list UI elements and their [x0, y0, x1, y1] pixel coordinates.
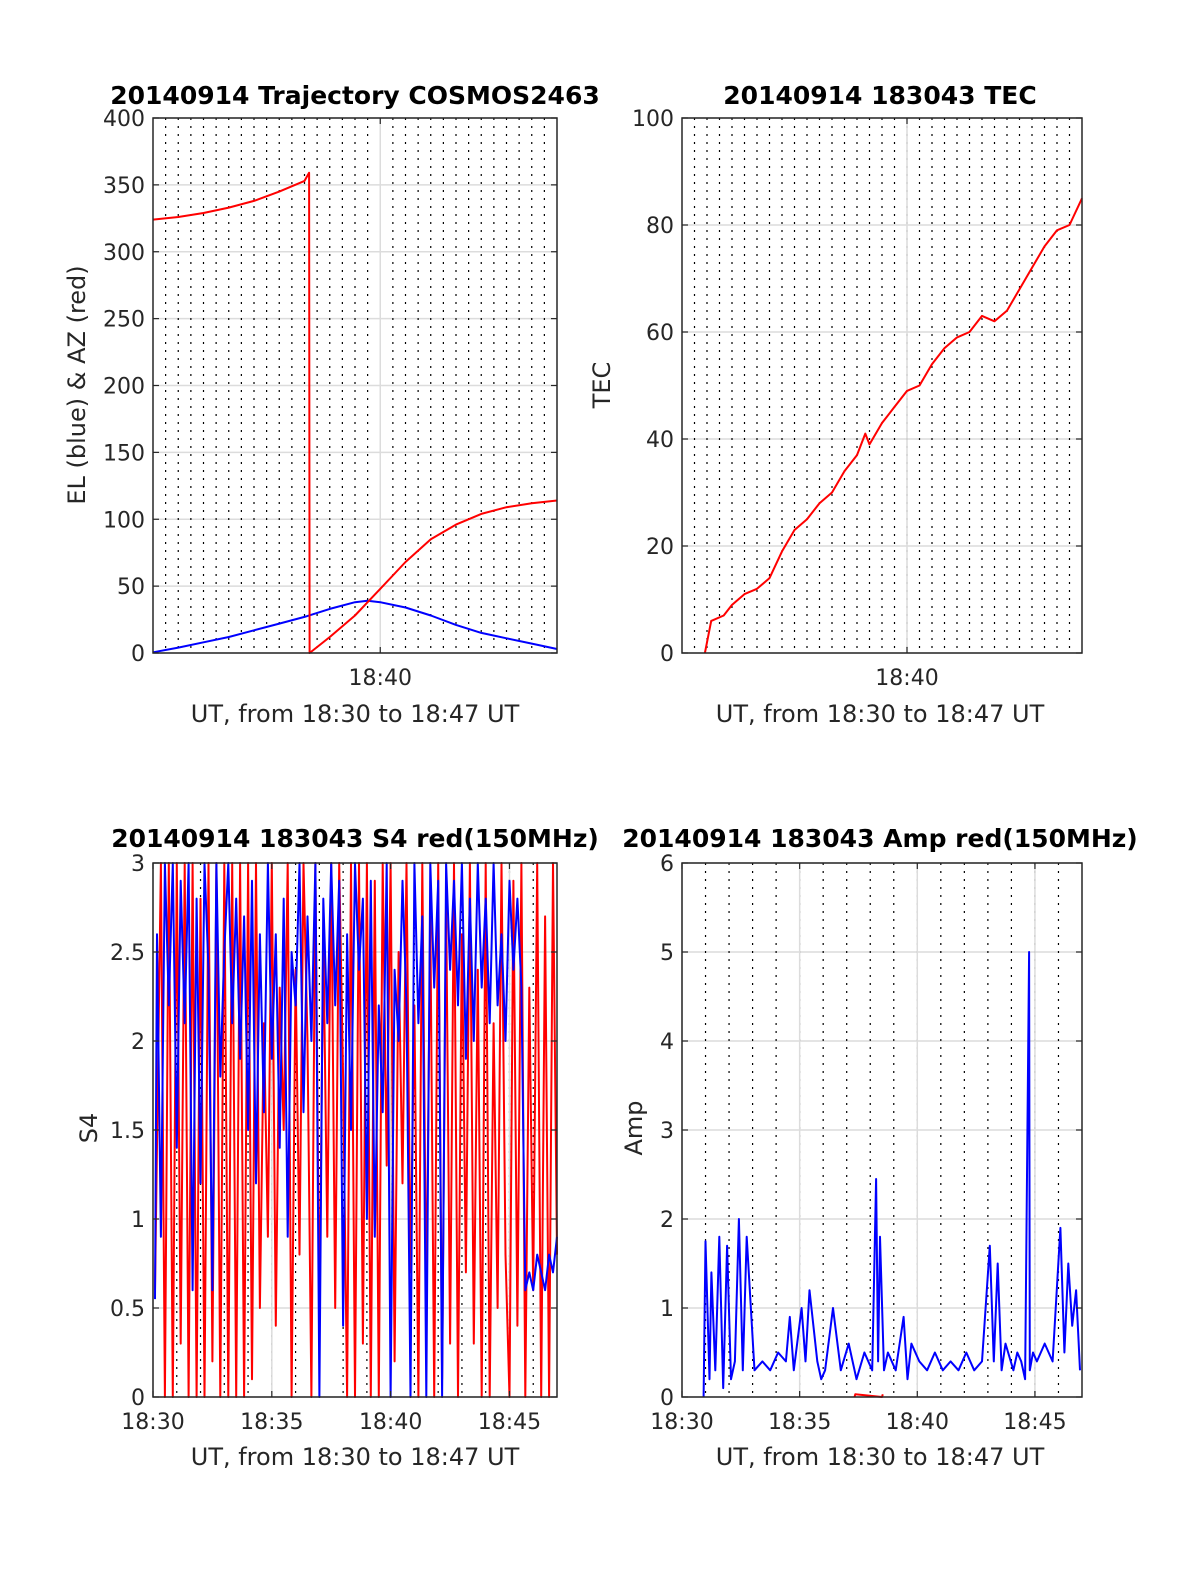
- x-tick-label: 18:40: [886, 1410, 949, 1435]
- y-tick-label: 0: [660, 642, 674, 667]
- y-axis-label: S4: [75, 1113, 103, 1144]
- y-tick-label: 0.5: [110, 1297, 145, 1322]
- y-tick-label: 400: [103, 107, 145, 132]
- panel-amp: 0 1 2 3 4 5 6 18:30 18:35 18:40 18:45 20140914 183…: [620, 824, 1138, 1471]
- x-tick-label: 18:45: [1003, 1410, 1066, 1435]
- x-tick-label: 18:45: [478, 1410, 541, 1435]
- chart-title: 20140914 183043 TEC: [723, 81, 1036, 110]
- series-line-0: [853, 1393, 884, 1398]
- x-axis-label: UT, from 18:30 to 18:47 UT: [716, 700, 1045, 728]
- x-tick-label: 18:40: [349, 666, 412, 691]
- panel-s4: 0 0.5 1 1.5 2 2.5 3 18:30 18:35 18:40 18:45 201409…: [75, 824, 599, 1471]
- x-tick-label: 18:40: [359, 1410, 422, 1435]
- chart-title: 20140914 183043 Amp red(150MHz): [622, 824, 1138, 853]
- y-tick-label: 200: [103, 375, 145, 400]
- y-axis-label: EL (blue) & AZ (red): [63, 265, 91, 504]
- y-tick-label: 1.5: [110, 1119, 145, 1144]
- y-tick-label: 0: [131, 1386, 145, 1411]
- y-tick-label: 1: [131, 1208, 145, 1233]
- ticks: 0 1 2 3 4 5 6 18:30 18:35 18:40 18:45: [650, 852, 1083, 1435]
- series-line-1: [702, 951, 1081, 1398]
- y-tick-label: 2: [131, 1030, 145, 1055]
- x-tick-label: 18:35: [768, 1410, 831, 1435]
- x-axis-label: UT, from 18:30 to 18:47 UT: [716, 1443, 1045, 1471]
- y-tick-label: 1: [660, 1297, 674, 1322]
- series-line-0: [703, 197, 1083, 654]
- plot-area: [702, 951, 1081, 1398]
- y-tick-label: 250: [103, 308, 145, 333]
- x-axis-label: UT, from 18:30 to 18:47 UT: [191, 700, 520, 728]
- x-tick-label: 18:35: [240, 1410, 303, 1435]
- y-tick-label: 60: [646, 321, 674, 346]
- chart-title: 20140914 Trajectory COSMOS2463: [110, 81, 600, 110]
- y-tick-label: 6: [660, 852, 674, 877]
- plot-area: [152, 171, 558, 654]
- series-line-1: [152, 171, 558, 654]
- y-tick-label: 350: [103, 174, 145, 199]
- x-axis-label: UT, from 18:30 to 18:47 UT: [191, 1443, 520, 1471]
- y-tick-label: 2: [660, 1208, 674, 1233]
- panel-tec: 0 20 40 60 80 100 18:40 20140914 183043 TEC UT…: [588, 81, 1083, 728]
- y-tick-label: 80: [646, 214, 674, 239]
- y-axis-label: TEC: [588, 362, 616, 410]
- plot-area: [703, 197, 1083, 654]
- chart-title: 20140914 183043 S4 red(150MHz): [111, 824, 599, 853]
- x-tick-label: 18:30: [121, 1410, 184, 1435]
- y-tick-label: 2.5: [110, 941, 145, 966]
- y-tick-label: 100: [632, 107, 674, 132]
- axes-box: [681, 117, 1083, 654]
- y-tick-label: 3: [131, 852, 145, 877]
- y-tick-label: 5: [660, 941, 674, 966]
- panel-trajectory: 0 50 100 150 200 250 300 350 400 18:40 20140914 T…: [63, 81, 600, 728]
- y-tick-label: 0: [131, 642, 145, 667]
- y-tick-label: 3: [660, 1119, 674, 1144]
- series-line-0: [152, 599, 558, 654]
- y-tick-label: 0: [660, 1386, 674, 1411]
- y-tick-label: 150: [103, 441, 145, 466]
- grid: [682, 117, 1082, 654]
- y-tick-label: 50: [117, 575, 145, 600]
- x-tick-label: 18:40: [875, 666, 938, 691]
- y-axis-label: Amp: [620, 1100, 648, 1155]
- ticks: 0 50 100 150 200 250 300 350 400 18:40: [103, 107, 558, 691]
- y-tick-label: 300: [103, 241, 145, 266]
- ticks: 0 0.5 1 1.5 2 2.5 3 18:30 18:35 18:40 18:45: [110, 852, 558, 1435]
- ticks: 0 20 40 60 80 100 18:40: [632, 107, 1083, 691]
- x-tick-label: 18:30: [650, 1410, 713, 1435]
- y-tick-label: 40: [646, 428, 674, 453]
- y-tick-label: 100: [103, 508, 145, 533]
- y-tick-label: 20: [646, 535, 674, 560]
- y-tick-label: 4: [660, 1030, 674, 1055]
